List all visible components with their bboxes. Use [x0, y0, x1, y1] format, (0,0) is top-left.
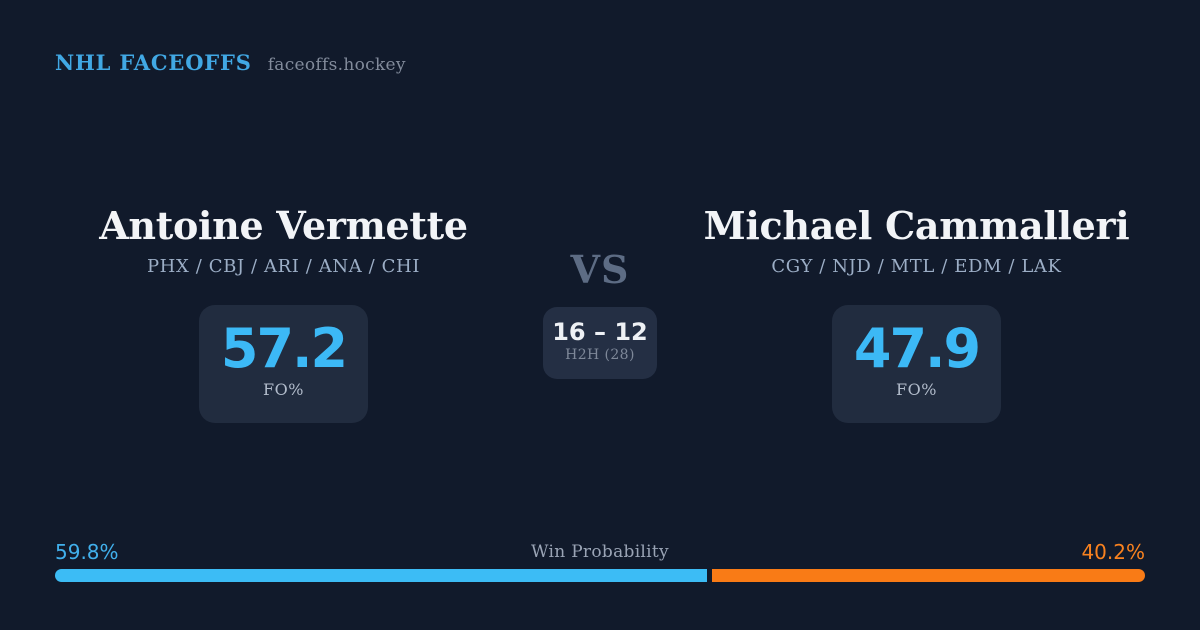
- win-probability-left-pct: 59.8%: [55, 540, 119, 564]
- player-teams-left: PHX / CBJ / ARI / ANA / CHI: [146, 256, 421, 277]
- faceoff-pct-right: 47.9: [853, 317, 981, 380]
- stat-box-left: 57.2 FO%: [199, 305, 368, 423]
- win-probability-labels: 59.8% Win Probability 40.2%: [55, 540, 1145, 564]
- h2h-box: 16 – 12 H2H (28): [543, 307, 657, 379]
- header: NHL FACEOFFS faceoffs.hockey: [55, 50, 1145, 75]
- win-probability-bar: [55, 569, 1145, 582]
- win-bar-right-segment: [711, 569, 1145, 582]
- player-name-left: Antoine Vermette: [99, 203, 468, 248]
- win-probability-right-pct: 40.2%: [1081, 540, 1145, 564]
- vs-label: VS: [570, 247, 630, 292]
- player-column-left: Antoine Vermette PHX / CBJ / ARI / ANA /…: [55, 203, 512, 423]
- matchup-row: Antoine Vermette PHX / CBJ / ARI / ANA /…: [55, 203, 1145, 423]
- player-teams-right: CGY / NJD / MTL / EDM / LAK: [771, 256, 1062, 277]
- stat-label-left: FO%: [263, 380, 304, 399]
- faceoff-pct-left: 57.2: [220, 317, 348, 380]
- brand-title: NHL FACEOFFS: [55, 50, 252, 75]
- site-url: faceoffs.hockey: [267, 55, 406, 75]
- stat-label-right: FO%: [896, 380, 937, 399]
- stat-box-right: 47.9 FO%: [832, 305, 1001, 423]
- h2h-score: 16 – 12: [552, 318, 648, 346]
- player-column-right: Michael Cammalleri CGY / NJD / MTL / EDM…: [688, 203, 1145, 423]
- h2h-label: H2H (28): [565, 347, 635, 363]
- center-column: VS 16 – 12 H2H (28): [512, 203, 688, 379]
- win-bar-left-segment: [55, 569, 707, 582]
- win-probability-title: Win Probability: [531, 542, 669, 562]
- player-name-right: Michael Cammalleri: [703, 203, 1130, 248]
